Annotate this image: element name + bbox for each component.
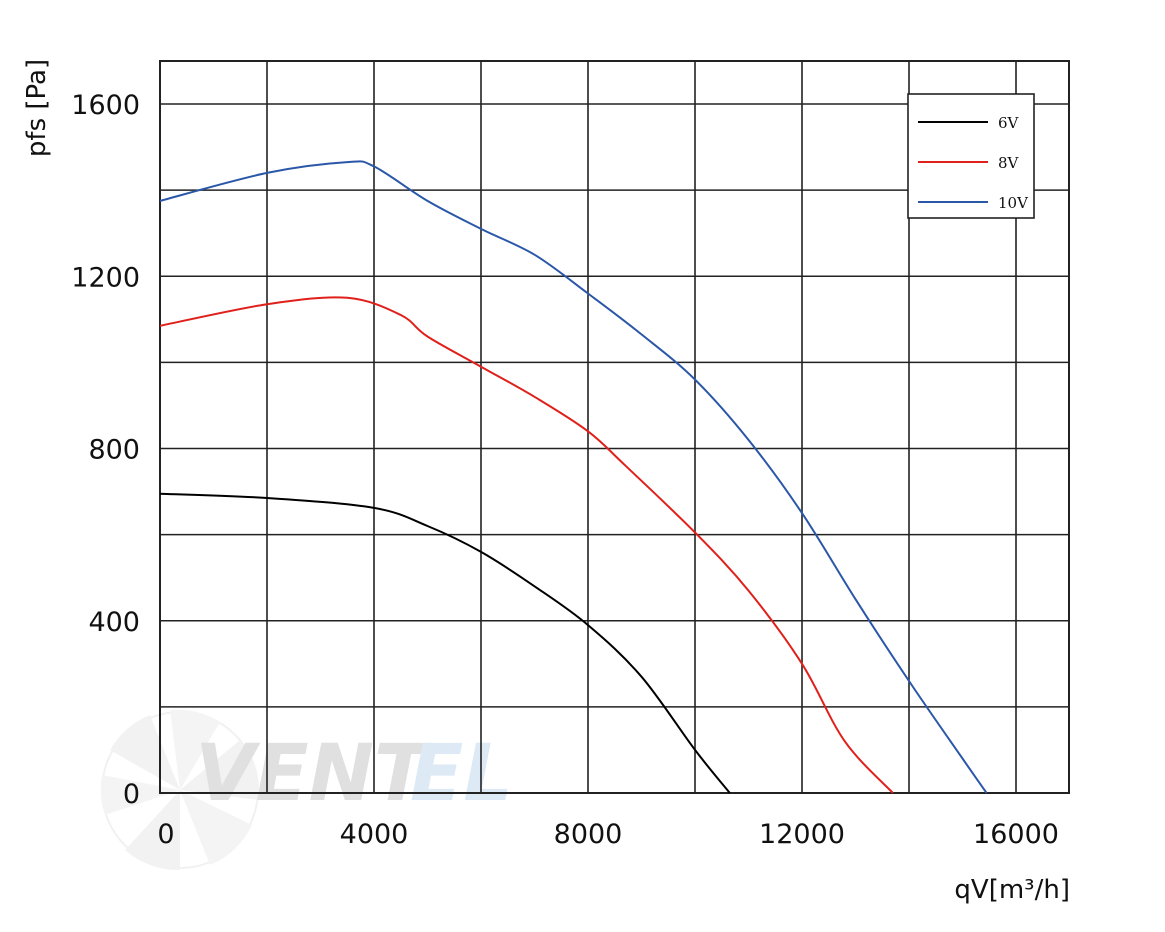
watermark-text-light: EL	[410, 729, 513, 819]
series-lines	[159, 160, 988, 794]
y-tick-label: 400	[88, 607, 140, 638]
legend: 6V 8V 10V	[907, 93, 1035, 219]
series-line-6v	[159, 492, 731, 794]
y-tick-label: 0	[123, 779, 140, 810]
x-tick-label: 12000	[759, 819, 845, 850]
x-tick-label: 8000	[554, 819, 623, 850]
x-tick-label: 4000	[340, 819, 409, 850]
plot-frame	[159, 60, 1070, 794]
legend-label-6v: 6V	[998, 114, 1020, 132]
fan-logo-icon	[100, 709, 259, 871]
x-tick-label: 16000	[973, 819, 1059, 850]
y-tick-label: 1200	[71, 262, 140, 293]
legend-box	[907, 93, 1035, 219]
tick-labels: 0 4000 8000 12000 16000 0 400 800 1200 1600	[71, 90, 1059, 850]
watermark: VENT EL	[100, 709, 513, 871]
x-tick-label: 0	[157, 819, 174, 850]
x-axis-label: qV[m³/h]	[954, 875, 1070, 905]
y-axis-label: pfs [Pa]	[22, 59, 52, 157]
series-line-8v	[159, 296, 894, 794]
y-tick-label: 1600	[71, 90, 140, 121]
series-line-10v	[159, 160, 988, 794]
watermark-text-dark: VENT	[195, 729, 433, 819]
legend-label-8v: 8V	[998, 154, 1020, 172]
y-tick-label: 800	[88, 435, 140, 466]
legend-label-10v: 10V	[998, 194, 1029, 212]
